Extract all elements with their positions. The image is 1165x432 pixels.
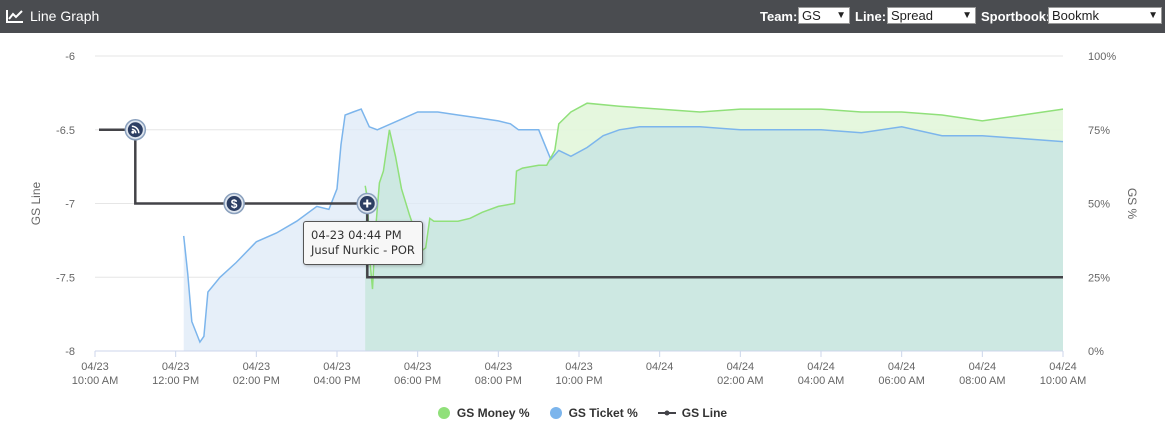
overlap-area: [365, 109, 1063, 351]
legend-label: GS Ticket %: [568, 406, 638, 420]
x-tick-label-time: 02:00 PM: [233, 375, 280, 387]
legend-marker: [437, 407, 450, 419]
y-left-tick-label: -6.5: [56, 125, 75, 137]
top-bar: Line Graph Team: GS ▼ Line: Spread ▼ Spo…: [0, 0, 1165, 33]
plus-icon[interactable]: [356, 192, 378, 215]
line-label: Line:: [855, 9, 887, 24]
x-tick-label-date: 04/23: [243, 361, 271, 373]
x-tick-label-time: 12:00 PM: [152, 375, 199, 387]
y-right-tick-label: 75%: [1088, 125, 1110, 137]
legend-item-line[interactable]: GS Line: [657, 406, 728, 420]
page-title: Line Graph: [30, 8, 100, 24]
line-select-value: Spread: [891, 8, 933, 23]
x-tick-label-date: 04/23: [485, 361, 513, 373]
legend-item-ticket[interactable]: GS Ticket %: [549, 406, 638, 420]
y-right-tick-label: 100%: [1088, 51, 1116, 63]
chevron-down-icon: ▼: [1148, 10, 1158, 21]
ticket-series-line: [182, 108, 1064, 344]
x-tick-label-date: 04/24: [646, 361, 674, 373]
team-select-value: GS: [802, 8, 821, 23]
x-tick-label-time: 04:00 AM: [798, 375, 844, 387]
dollar-icon[interactable]: $: [223, 192, 245, 215]
x-tick-label-date: 04/24: [1049, 361, 1077, 373]
y-left-tick-label: -7.5: [56, 272, 75, 284]
x-tick-label-time: 10:00 PM: [555, 375, 602, 387]
x-tick-label-date: 04/23: [81, 361, 109, 373]
sportbook-select-value: Bookmk: [1052, 8, 1099, 23]
x-tick-label-time: 04:00 PM: [313, 375, 360, 387]
chevron-down-icon: ▼: [962, 10, 972, 21]
y-right-tick-label: 0%: [1088, 346, 1104, 358]
x-tick-label-date: 04/24: [888, 361, 916, 373]
x-tick-label-date: 04/23: [162, 361, 190, 373]
x-tick-label-date: 04/23: [323, 361, 351, 373]
x-tick-label-date: 04/24: [807, 361, 835, 373]
y-right-tick-label: 50%: [1088, 199, 1110, 211]
x-tick-label-date: 04/23: [565, 361, 593, 373]
sportbook-label: Sportbook:: [981, 9, 1051, 24]
legend-label: GS Line: [681, 406, 728, 420]
y-left-axis-title: GS Line: [29, 181, 43, 225]
money-series-line: [364, 102, 1064, 290]
chevron-down-icon: ▼: [836, 10, 846, 21]
chart-legend: GS Money % GS Ticket % GS Line: [0, 406, 1165, 420]
title-wrap: Line Graph: [6, 8, 99, 24]
y-right-tick-label: 25%: [1088, 272, 1110, 284]
x-tick-label-time: 10:00 AM: [72, 375, 118, 387]
x-tick-label-time: 08:00 AM: [959, 375, 1005, 387]
x-tick-label-date: 04/23: [404, 361, 432, 373]
x-tick-label-time: 10:00 AM: [1040, 375, 1086, 387]
line-chart-icon: [6, 10, 23, 23]
legend-item-money[interactable]: GS Money %: [437, 406, 530, 420]
line-chart: 04/23 10:00 AM 04/23 12:00 PM 04/23 02:00 PM 0…: [29, 51, 1139, 387]
y-left-tick-label: -6: [65, 51, 75, 63]
legend-label: GS Money %: [456, 406, 530, 420]
x-tick-label-time: 08:00 PM: [475, 375, 522, 387]
x-tick-label-date: 04/24: [727, 361, 755, 373]
y-right-axis-title: GS %: [1125, 188, 1139, 220]
sportbook-select[interactable]: Bookmk ▼: [1048, 7, 1162, 24]
svg-text:$: $: [231, 197, 238, 211]
x-tick-label-date: 04/24: [969, 361, 997, 373]
team-label: Team:: [760, 9, 798, 24]
x-tick-label-time: 02:00 AM: [717, 375, 763, 387]
chart-tooltip: 04-23 04:44 PM Jusuf Nurkic - POR: [303, 221, 423, 265]
x-tick-label-time: 06:00 PM: [394, 375, 441, 387]
x-tick-label-time: 06:00 AM: [878, 375, 924, 387]
team-select[interactable]: GS ▼: [798, 7, 850, 24]
tooltip-time: 04-23 04:44 PM: [311, 228, 402, 242]
tooltip-text: Jusuf Nurkic - POR: [311, 243, 415, 257]
legend-line-marker: [657, 410, 676, 416]
y-left-tick-label: -8: [65, 346, 75, 358]
legend-marker: [549, 407, 562, 419]
y-left-tick-label: -7: [65, 199, 75, 211]
line-select[interactable]: Spread ▼: [887, 7, 976, 24]
rss-icon[interactable]: [124, 119, 147, 141]
